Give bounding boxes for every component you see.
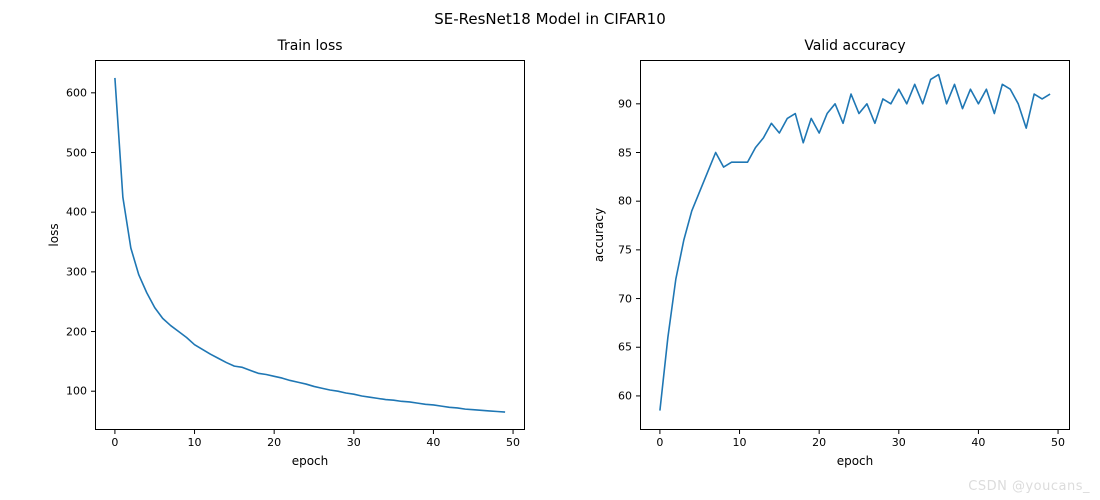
y-tick-label: 70 xyxy=(592,292,632,305)
x-tick-label: 40 xyxy=(426,436,440,449)
x-axis-label: epoch xyxy=(640,454,1070,468)
figure: SE-ResNet18 Model in CIFAR10 Train loss0… xyxy=(0,0,1100,500)
y-tick-label: 85 xyxy=(592,146,632,159)
subplot-title: Train loss xyxy=(95,38,525,54)
x-tick-label: 40 xyxy=(971,436,985,449)
y-tick-label: 90 xyxy=(592,97,632,110)
x-tick-label: 20 xyxy=(812,436,826,449)
y-tick-label: 200 xyxy=(47,325,87,338)
x-tick-label: 10 xyxy=(188,436,202,449)
x-tick-label: 10 xyxy=(733,436,747,449)
x-tick-label: 20 xyxy=(267,436,281,449)
y-tick-label: 500 xyxy=(47,146,87,159)
y-axis-label: loss xyxy=(47,205,61,265)
y-tick-label: 600 xyxy=(47,86,87,99)
watermark: CSDN @youcans_ xyxy=(968,479,1090,494)
x-tick-label: 30 xyxy=(892,436,906,449)
plot-area xyxy=(640,60,1070,430)
x-tick-label: 50 xyxy=(1051,436,1065,449)
figure-suptitle: SE-ResNet18 Model in CIFAR10 xyxy=(0,10,1100,28)
y-tick-label: 60 xyxy=(592,389,632,402)
train-loss-subplot: Train loss01020304050100200300400500600e… xyxy=(95,60,525,430)
plot-area xyxy=(95,60,525,430)
subplot-title: Valid accuracy xyxy=(640,38,1070,54)
y-axis-label: accuracy xyxy=(592,205,606,265)
data-line xyxy=(660,75,1050,411)
x-tick-label: 0 xyxy=(656,436,663,449)
data-line xyxy=(115,78,505,412)
x-axis-label: epoch xyxy=(95,454,525,468)
y-tick-label: 65 xyxy=(592,341,632,354)
valid-acc-subplot: Valid accuracy0102030405060657075808590e… xyxy=(640,60,1070,430)
x-tick-label: 30 xyxy=(347,436,361,449)
y-tick-label: 100 xyxy=(47,385,87,398)
y-tick-label: 300 xyxy=(47,265,87,278)
x-tick-label: 0 xyxy=(111,436,118,449)
x-tick-label: 50 xyxy=(506,436,520,449)
